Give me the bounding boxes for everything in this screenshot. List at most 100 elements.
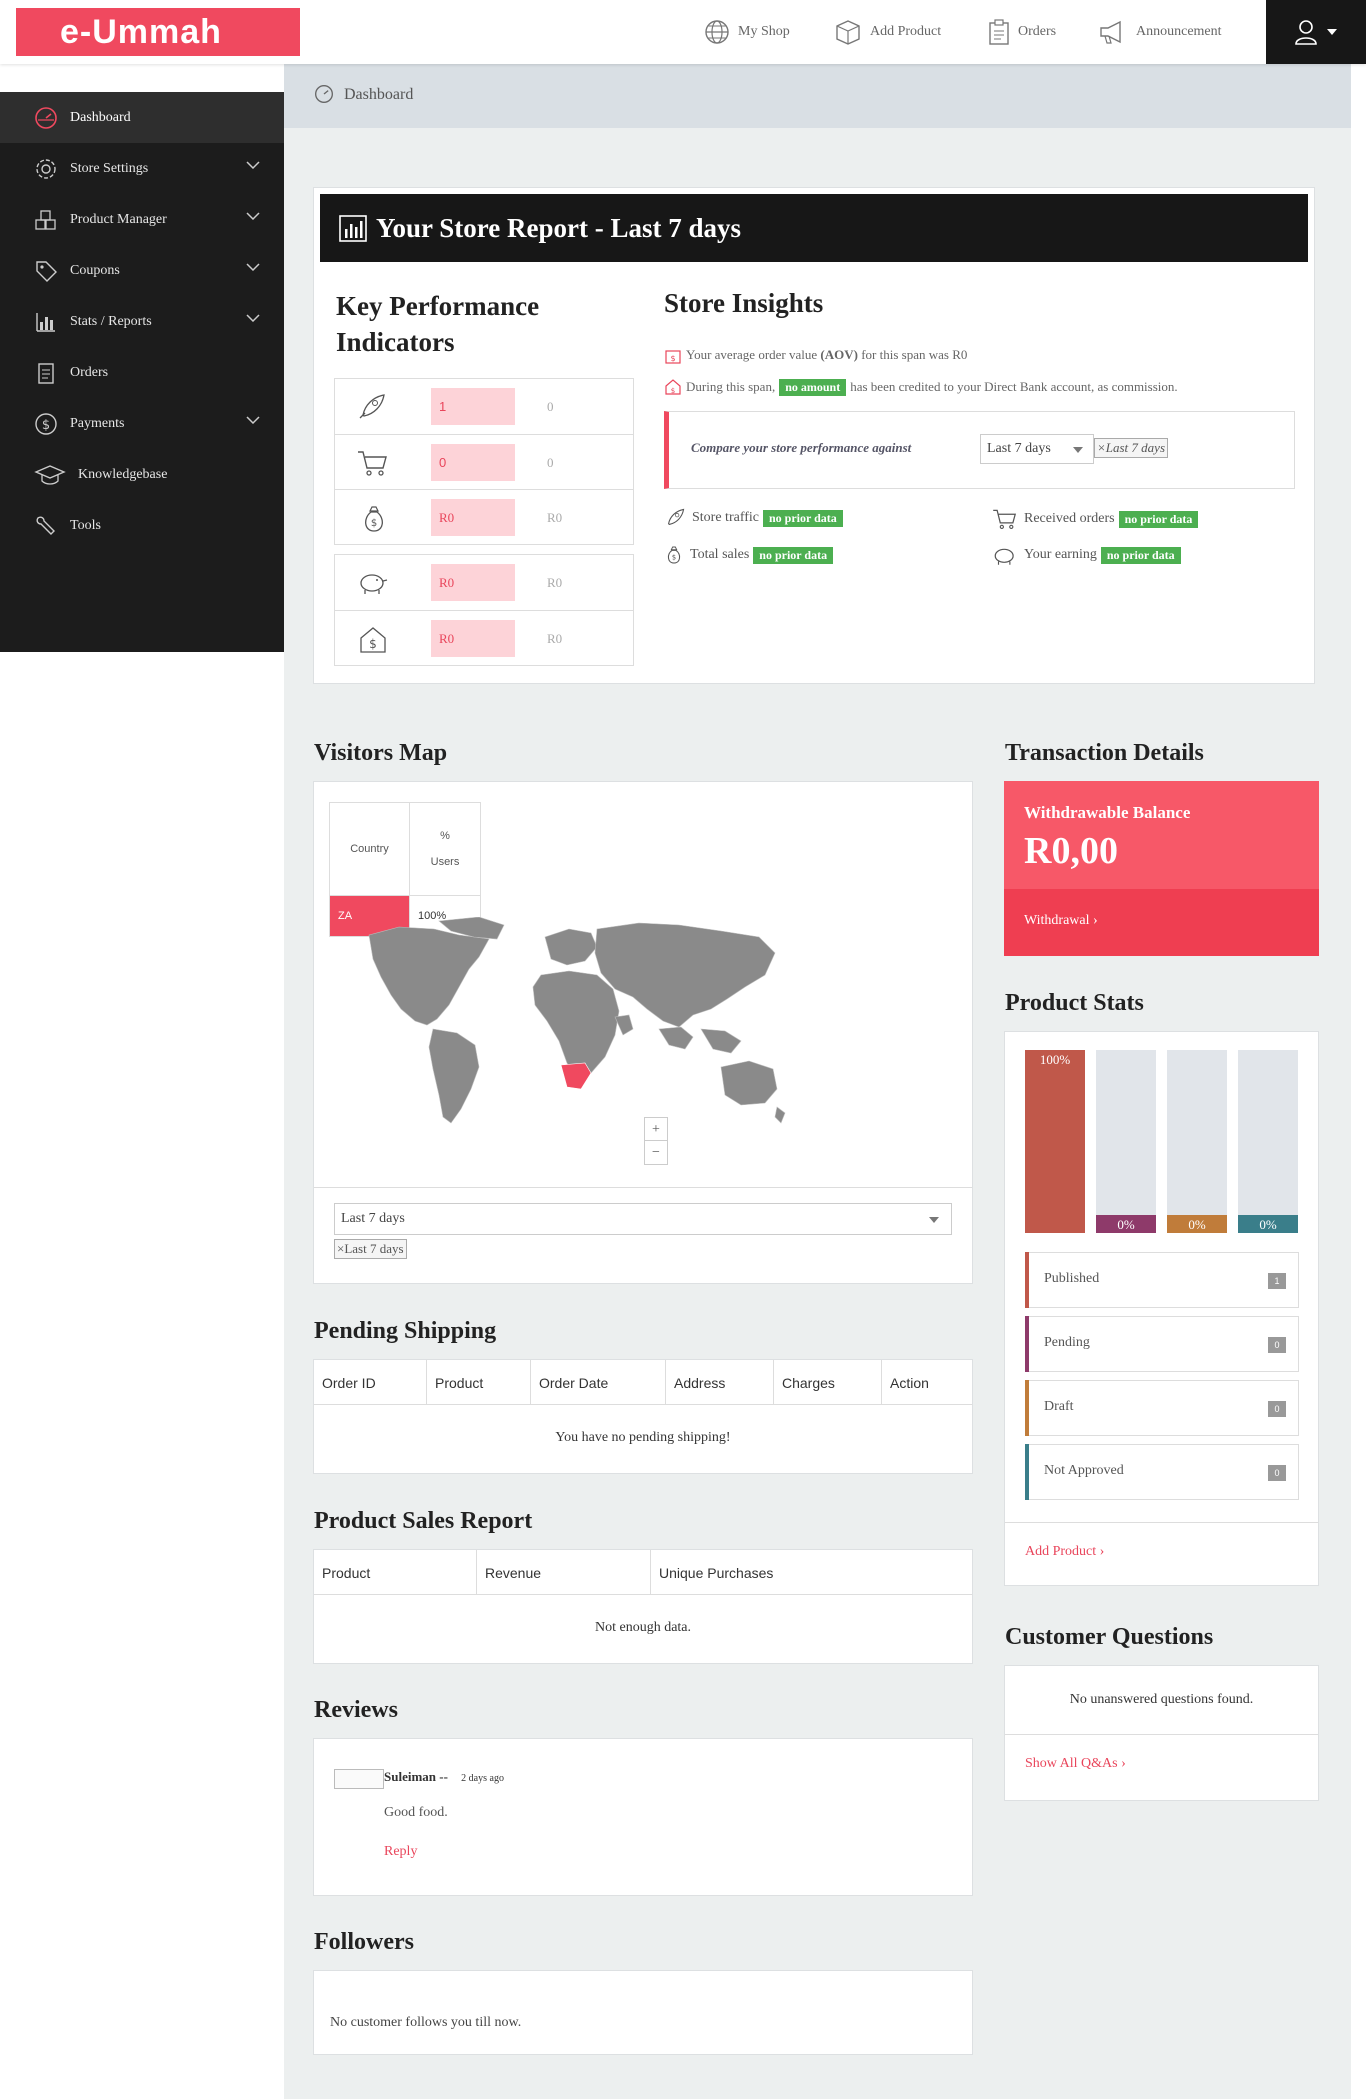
stat-row-count: 1 (1268, 1273, 1286, 1289)
stat-your-earning: Your earning no prior data (992, 544, 1185, 566)
chevron-down-icon (246, 263, 260, 271)
review-reply-link[interactable]: Reply (384, 1844, 418, 1859)
followers-card: No customer follows you till now. (313, 1970, 973, 2055)
sidebar-item-product-manager[interactable]: Product Manager (0, 194, 284, 245)
product-sales-table: Product Revenue Unique Purchases Not eno… (313, 1549, 973, 1664)
caret-down-icon (1073, 447, 1083, 453)
visitors-range-select[interactable]: Last 7 days (334, 1203, 952, 1235)
sidebar-item-dashboard[interactable]: Dashboard (0, 92, 284, 143)
review-author: Suleiman -- (384, 1769, 448, 1784)
product-stat-row-draft[interactable]: Draft 0 (1025, 1380, 1299, 1436)
sidebar-item-label: Store Settings (70, 160, 149, 176)
top-bar: e-Ummah My Shop Add Product Orders Annou… (0, 0, 1366, 64)
kpi-row: 1 0 (335, 379, 633, 434)
visitors-range-value: Last 7 days (341, 1211, 405, 1226)
insight-credit: $ During this span, no amount has been c… (664, 378, 1178, 396)
sidebar-item-stats-reports[interactable]: Stats / Reports (0, 296, 284, 347)
topnav-add-product[interactable]: Add Product (834, 0, 941, 64)
stat-color-marker (1025, 1444, 1029, 1500)
topnav-orders[interactable]: Orders (988, 0, 1056, 64)
reviews-title: Reviews (314, 1697, 398, 1723)
svg-text:$: $ (371, 518, 377, 529)
map-zoom-controls: + − (644, 1117, 668, 1165)
followers-empty-message: No customer follows you till now. (330, 2015, 522, 2030)
pending-shipping-table: Order ID Product Order Date Address Char… (313, 1359, 973, 1474)
clipboard-icon (989, 19, 1009, 45)
kpi-row: $ R0 R0 (335, 489, 633, 544)
bar-chart-icon (34, 310, 58, 334)
kpi-prev-value: R0 (547, 510, 563, 525)
no-prior-data-badge: no prior data (753, 546, 834, 564)
store-report-card: Your Store Report - Last 7 days Key Perf… (313, 187, 1315, 684)
site-logo[interactable]: e-Ummah (16, 8, 300, 56)
product-stat-bar-label: 100% (1039, 1052, 1071, 1067)
col-country: Country (330, 803, 410, 895)
sidebar-item-coupons[interactable]: Coupons (0, 245, 284, 296)
insights-title: Store Insights (664, 288, 824, 318)
kpi-group-secondary: R0 R0 $ R0 R0 (334, 554, 634, 666)
stat-label: Store traffic (692, 510, 759, 525)
table-header: Order ID Product Order Date Address Char… (314, 1360, 972, 1405)
topnav-my-shop[interactable]: My Shop (704, 0, 790, 64)
compare-range-tag[interactable]: ×Last 7 days (1094, 438, 1169, 458)
no-prior-data-badge: no prior data (1118, 510, 1199, 528)
pending-empty-message: You have no pending shipping! (555, 1430, 731, 1445)
cubes-icon (34, 208, 58, 232)
user-menu-button[interactable] (1266, 0, 1366, 64)
breadcrumb-label[interactable]: Dashboard (344, 86, 414, 103)
sidebar-item-store-settings[interactable]: Store Settings (0, 143, 284, 194)
caret-down-icon (929, 1217, 939, 1223)
show-all-qas-link[interactable]: Show All Q&As › (1025, 1756, 1126, 1771)
dollar-house-icon: $ (665, 379, 681, 395)
sidebar: Dashboard Store Settings Product Manager… (0, 92, 284, 652)
col-product: Product (427, 1360, 531, 1405)
svg-text:$: $ (671, 387, 675, 395)
visitors-table: Country % Users ZA 100% (329, 802, 481, 937)
table-header: Product Revenue Unique Purchases (314, 1550, 972, 1595)
map-zoom-in-button[interactable]: + (645, 1118, 667, 1141)
col-unique-purchases: Unique Purchases (659, 1564, 774, 1581)
review-time: 2 days ago (461, 1773, 504, 1784)
sidebar-item-knowledgebase[interactable]: Knowledgebase (0, 449, 284, 500)
visitors-range-tag[interactable]: ×Last 7 days (334, 1239, 407, 1259)
followers-title: Followers (314, 1929, 414, 1955)
globe-icon (705, 20, 729, 44)
product-stat-row-published[interactable]: Published 1 (1025, 1252, 1299, 1308)
sidebar-item-label: Tools (70, 517, 101, 533)
questions-empty-message: No unanswered questions found. (1069, 1692, 1254, 1707)
kpi-group-primary: 1 0 0 0 $ R0 R0 (334, 378, 634, 545)
sidebar-item-orders[interactable]: Orders (0, 347, 284, 398)
col-action: Action (890, 1374, 929, 1391)
map-zoom-out-button[interactable]: − (652, 1145, 660, 1160)
sidebar-item-label: Payments (70, 415, 125, 431)
product-stat-bar-label: 0% (1117, 1217, 1135, 1232)
product-stat-bar: 0% (1238, 1050, 1298, 1233)
dashboard-icon (315, 85, 333, 103)
svg-text:$: $ (369, 637, 377, 651)
cart-icon (358, 451, 387, 476)
chevron-down-icon (246, 314, 260, 322)
product-stat-row-pending[interactable]: Pending 0 (1025, 1316, 1299, 1372)
sidebar-item-tools[interactable]: Tools (0, 500, 284, 551)
kpi-prev-value: 0 (547, 455, 554, 470)
kpi-title-line1: Key Performance (336, 291, 540, 321)
reviewer-avatar (334, 1769, 384, 1789)
product-stat-row-not-approved[interactable]: Not Approved 0 (1025, 1444, 1299, 1500)
sidebar-item-label: Coupons (70, 262, 120, 278)
pending-shipping-title: Pending Shipping (314, 1318, 497, 1344)
col-pct-line1: % (440, 830, 450, 842)
withdrawal-link[interactable]: Withdrawal › (1004, 889, 1319, 956)
tag-icon (34, 259, 58, 283)
megaphone-icon (1100, 20, 1121, 44)
kpi-value: R0 (431, 499, 515, 536)
compare-range-select[interactable]: Last 7 days (980, 434, 1094, 464)
money-bag-icon: $ (665, 350, 681, 364)
balance-label: Withdrawable Balance (1024, 803, 1191, 822)
topnav-announcement[interactable]: Announcement (1098, 0, 1222, 64)
insight-text: for this span was R0 (861, 347, 968, 362)
topnav-label: Add Product (870, 24, 942, 39)
add-product-link[interactable]: Add Product › (1025, 1544, 1105, 1559)
stat-row-label: Published (1044, 1271, 1100, 1286)
kpi-value: 1 (431, 388, 515, 425)
sidebar-item-payments[interactable]: $ Payments (0, 398, 284, 449)
